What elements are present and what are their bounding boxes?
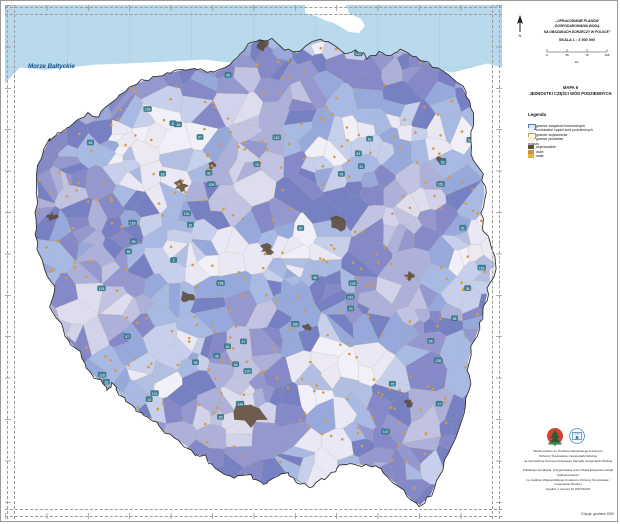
svg-text:56: 56: [429, 340, 433, 344]
svg-text:121: 121: [152, 392, 158, 396]
svg-text:40: 40: [226, 74, 230, 78]
svg-text:128: 128: [99, 373, 105, 377]
svg-text:10: 10: [147, 398, 151, 402]
svg-text:147: 147: [383, 430, 389, 434]
svg-text:46: 46: [207, 172, 211, 176]
svg-text:81: 81: [189, 223, 193, 227]
svg-text:36: 36: [215, 355, 219, 359]
svg-text:16: 16: [226, 345, 230, 349]
svg-text:36: 36: [466, 287, 470, 291]
svg-text:8: 8: [172, 122, 174, 126]
svg-text:95: 95: [194, 361, 198, 365]
svg-text:96: 96: [313, 276, 317, 280]
svg-text:51: 51: [461, 226, 465, 230]
svg-text:129: 129: [350, 282, 356, 286]
svg-text:77: 77: [437, 402, 441, 406]
svg-text:0: 0: [546, 53, 548, 57]
svg-text:47: 47: [242, 340, 246, 344]
svg-text:76: 76: [255, 163, 259, 167]
svg-text:25: 25: [453, 317, 457, 321]
svg-text:95: 95: [132, 240, 136, 244]
svg-text:43: 43: [349, 307, 353, 311]
svg-text:86: 86: [127, 250, 131, 254]
svg-text:158: 158: [292, 323, 298, 327]
svg-text:99: 99: [219, 416, 223, 420]
svg-text:75: 75: [391, 382, 395, 386]
svg-text:143: 143: [347, 296, 353, 300]
svg-text:52: 52: [441, 161, 445, 165]
svg-text:54: 54: [234, 363, 238, 367]
svg-text:152: 152: [479, 266, 485, 270]
svg-text:70: 70: [585, 53, 589, 57]
svg-text:128: 128: [435, 359, 441, 363]
svg-text:151: 151: [438, 183, 444, 187]
svg-text:153: 153: [130, 221, 136, 225]
svg-text:97: 97: [198, 136, 202, 140]
svg-text:120: 120: [245, 370, 251, 374]
svg-text:60: 60: [299, 227, 303, 231]
svg-text:139: 139: [145, 108, 151, 112]
svg-text:115: 115: [99, 287, 105, 291]
svg-text:35: 35: [565, 53, 569, 57]
svg-text:109: 109: [208, 183, 214, 187]
svg-text:16: 16: [104, 380, 108, 384]
svg-text:79: 79: [339, 173, 343, 177]
svg-text:57: 57: [125, 335, 129, 339]
svg-text:63: 63: [161, 172, 165, 176]
svg-text:2: 2: [173, 259, 175, 263]
svg-text:105: 105: [604, 53, 609, 57]
svg-text:63: 63: [368, 137, 372, 141]
svg-text:152: 152: [274, 136, 280, 140]
svg-text:64: 64: [89, 141, 93, 145]
svg-text:158: 158: [218, 282, 224, 286]
svg-text:134: 134: [184, 212, 190, 216]
svg-text:83: 83: [356, 152, 360, 156]
svg-text:144: 144: [237, 402, 243, 406]
svg-text:31: 31: [359, 165, 363, 169]
